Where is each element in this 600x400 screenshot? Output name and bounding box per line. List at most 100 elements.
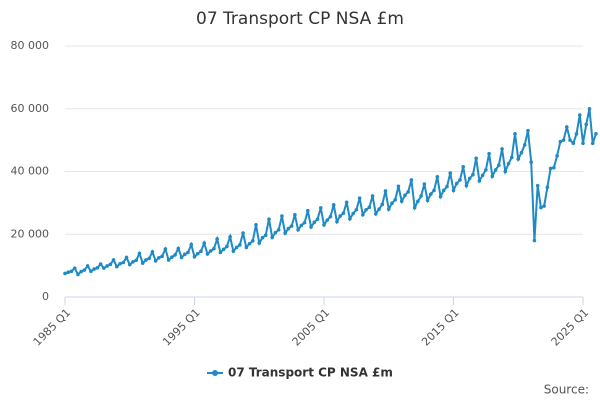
point	[500, 147, 504, 151]
point	[338, 214, 342, 218]
point	[306, 208, 310, 213]
point	[574, 132, 579, 136]
point	[357, 196, 362, 200]
point	[367, 205, 372, 210]
point	[98, 262, 103, 266]
point	[318, 206, 323, 210]
point	[257, 241, 262, 245]
x-tick-label: 2005 Q1	[290, 306, 333, 349]
point	[380, 202, 385, 207]
point	[276, 228, 281, 232]
point	[480, 173, 485, 178]
point	[205, 252, 210, 256]
point	[364, 207, 368, 212]
point	[179, 255, 184, 260]
point	[535, 183, 540, 188]
point	[192, 255, 197, 259]
point	[577, 113, 582, 117]
point	[105, 264, 109, 268]
point	[513, 132, 517, 136]
y-tick-label: 60 000	[11, 102, 50, 115]
point	[325, 218, 330, 222]
point	[509, 155, 514, 160]
point	[238, 243, 242, 247]
y-tick-label: 80 000	[11, 39, 50, 52]
point	[134, 258, 139, 263]
point	[221, 247, 226, 252]
point	[89, 269, 93, 274]
y-tick-label: 20 000	[11, 227, 50, 240]
point	[131, 260, 135, 264]
point	[312, 220, 317, 225]
point	[471, 172, 475, 177]
point	[225, 244, 229, 249]
point	[69, 269, 74, 274]
point	[289, 224, 294, 228]
chart-title: 07 Transport CP NSA £m	[196, 9, 404, 29]
legend-label: 07 Transport CP NSA £m	[228, 366, 393, 380]
point	[581, 141, 585, 146]
point	[487, 151, 491, 156]
point	[412, 205, 417, 210]
point	[309, 225, 313, 229]
point	[467, 176, 472, 181]
point	[542, 204, 546, 208]
point	[140, 261, 145, 265]
point	[127, 262, 132, 267]
point	[153, 259, 158, 263]
x-tick-label: 1985 Q1	[31, 306, 74, 349]
point	[571, 141, 576, 146]
point	[474, 156, 478, 161]
point	[435, 175, 440, 179]
point	[351, 211, 355, 216]
point	[263, 233, 268, 237]
point	[331, 202, 336, 207]
point	[552, 165, 556, 170]
point	[390, 201, 394, 205]
point	[215, 237, 219, 241]
legend-marker	[212, 370, 218, 376]
point	[244, 245, 249, 250]
point	[383, 189, 388, 193]
point	[354, 207, 359, 212]
point	[124, 255, 129, 260]
point	[182, 252, 187, 257]
point	[396, 184, 401, 189]
point	[163, 247, 168, 251]
point	[218, 250, 223, 255]
point	[328, 214, 333, 219]
point	[212, 246, 216, 251]
point	[594, 132, 598, 136]
point	[519, 150, 524, 155]
point	[341, 211, 346, 216]
point	[102, 266, 106, 270]
point	[76, 272, 80, 277]
point	[497, 163, 501, 168]
point	[63, 271, 67, 276]
point	[539, 205, 543, 210]
point	[267, 217, 271, 221]
point	[348, 217, 352, 221]
point	[241, 231, 245, 235]
point	[344, 200, 349, 205]
point	[111, 258, 116, 262]
point	[92, 267, 96, 271]
point	[522, 143, 527, 147]
point	[565, 125, 569, 129]
point	[315, 217, 320, 221]
point	[438, 194, 443, 199]
point	[451, 188, 456, 193]
point	[506, 161, 511, 166]
point	[173, 253, 177, 257]
point	[186, 250, 190, 255]
point	[121, 260, 126, 265]
y-tick-label: 0	[42, 290, 49, 303]
point	[584, 122, 589, 127]
point	[464, 183, 469, 188]
point	[461, 164, 466, 169]
point	[529, 160, 533, 164]
point	[234, 245, 239, 250]
point	[95, 266, 100, 270]
point	[370, 194, 375, 198]
